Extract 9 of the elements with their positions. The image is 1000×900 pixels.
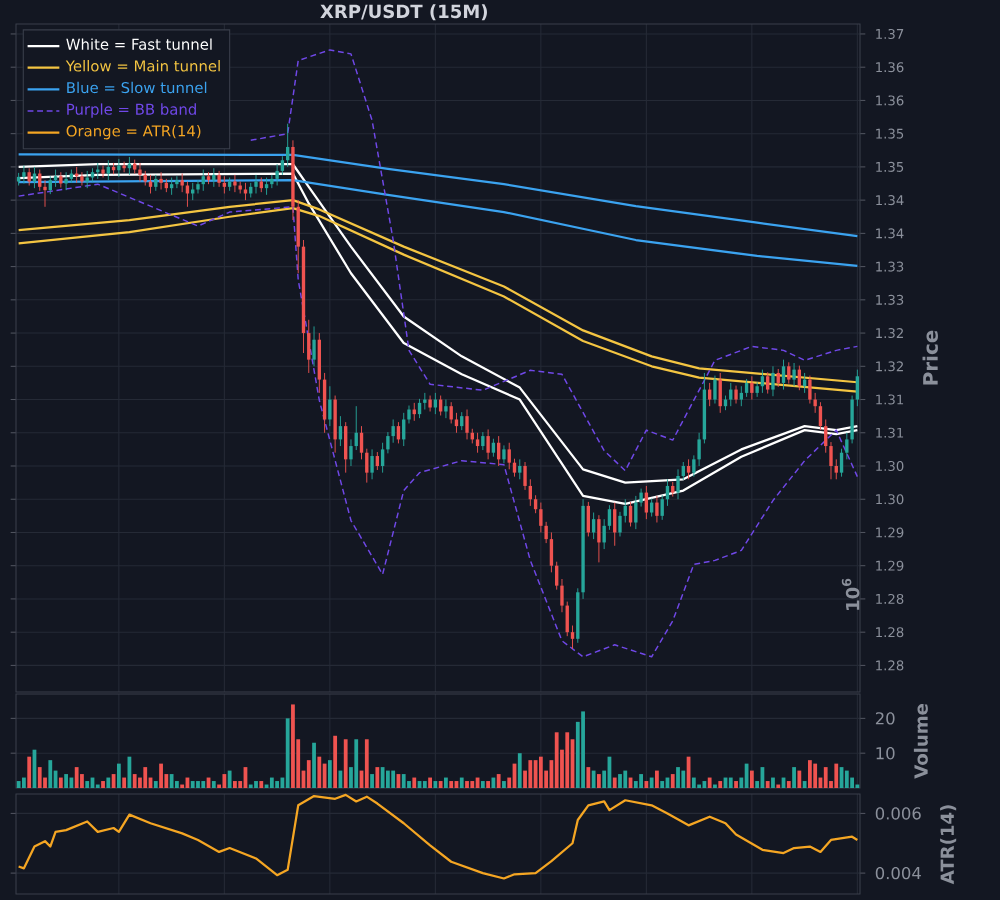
- y-axis-title: ATR(14): [940, 805, 957, 885]
- y-tick-label: 0.004: [875, 866, 921, 880]
- y-tick-label: 20: [875, 712, 895, 725]
- y-tick-label: 0.006: [875, 807, 921, 820]
- y-axis-title: Price: [922, 330, 938, 385]
- y-axis-title: Volume: [913, 704, 928, 779]
- annotation: 10$^{6}$: [841, 578, 860, 610]
- y-tick-label: 10: [876, 746, 895, 760]
- chart-title: XRP/USDT (15M): [320, 4, 487, 21]
